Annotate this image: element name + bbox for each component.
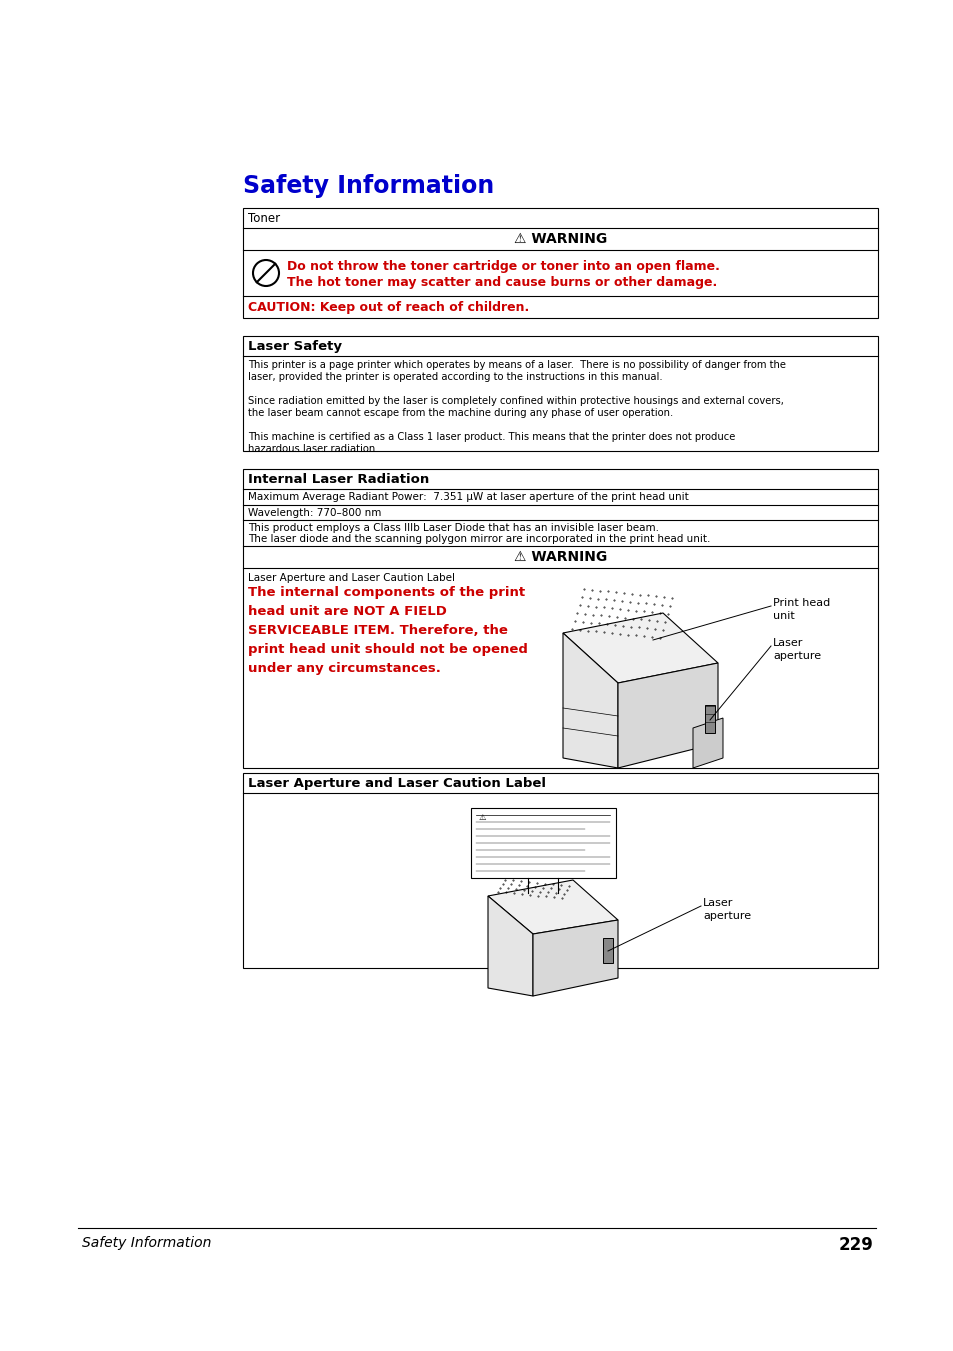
Polygon shape [488, 880, 618, 934]
Bar [602, 938, 613, 963]
Polygon shape [692, 717, 722, 767]
Text: Laser: Laser [772, 638, 802, 648]
Text: Laser: Laser [702, 898, 733, 908]
Text: Maximum Average Radiant Power:  7.351 μW at laser aperture of the print head uni: Maximum Average Radiant Power: 7.351 μW … [248, 492, 688, 503]
Text: Print head: Print head [772, 598, 829, 608]
Text: head unit are NOT A FIELD: head unit are NOT A FIELD [248, 605, 446, 617]
Bar [243, 469, 877, 767]
Text: The internal components of the print: The internal components of the print [248, 586, 524, 598]
Bar [704, 705, 714, 734]
Text: Laser Aperture and Laser Caution Label: Laser Aperture and Laser Caution Label [248, 573, 455, 584]
Text: Do not throw the toner cartridge or toner into an open flame.: Do not throw the toner cartridge or tone… [287, 259, 720, 273]
Bar [243, 208, 877, 317]
Text: This product employs a Class IIIb Laser Diode that has an invisible laser beam.: This product employs a Class IIIb Laser … [248, 523, 659, 534]
Text: Since radiation emitted by the laser is completely confined within protective ho: Since radiation emitted by the laser is … [248, 396, 783, 407]
Bar [243, 336, 877, 451]
Polygon shape [618, 663, 718, 767]
Text: Toner: Toner [248, 212, 280, 226]
Text: Laser Safety: Laser Safety [248, 340, 341, 353]
Text: aperture: aperture [772, 651, 821, 661]
Text: The hot toner may scatter and cause burns or other damage.: The hot toner may scatter and cause burn… [287, 276, 717, 289]
Text: CAUTION: Keep out of reach of children.: CAUTION: Keep out of reach of children. [248, 301, 529, 313]
Text: Laser Aperture and Laser Caution Label: Laser Aperture and Laser Caution Label [248, 777, 545, 790]
Text: aperture: aperture [702, 911, 750, 921]
Text: the laser beam cannot escape from the machine during any phase of user operation: the laser beam cannot escape from the ma… [248, 408, 673, 417]
Polygon shape [562, 613, 718, 684]
Polygon shape [533, 920, 618, 996]
Text: under any circumstances.: under any circumstances. [248, 662, 440, 676]
Text: This printer is a page printer which operates by means of a laser.  There is no : This printer is a page printer which ope… [248, 359, 785, 370]
Text: ⚠ WARNING: ⚠ WARNING [514, 550, 606, 563]
Text: unit: unit [772, 611, 794, 621]
Text: Wavelength: 770–800 nm: Wavelength: 770–800 nm [248, 508, 381, 517]
Text: ⚠ WARNING: ⚠ WARNING [514, 232, 606, 246]
Text: 229: 229 [839, 1236, 873, 1254]
Text: Safety Information: Safety Information [243, 174, 494, 199]
Text: The laser diode and the scanning polygon mirror are incorporated in the print he: The laser diode and the scanning polygon… [248, 534, 710, 544]
Text: This machine is certified as a Class 1 laser product. This means that the printe: This machine is certified as a Class 1 l… [248, 432, 735, 442]
Text: ⚠: ⚠ [478, 813, 486, 821]
Text: SERVICEABLE ITEM. Therefore, the: SERVICEABLE ITEM. Therefore, the [248, 624, 507, 638]
Text: laser, provided the printer is operated according to the instructions in this ma: laser, provided the printer is operated … [248, 372, 662, 382]
Text: Safety Information: Safety Information [82, 1236, 212, 1250]
Text: hazardous laser radiation.: hazardous laser radiation. [248, 444, 378, 454]
Text: Internal Laser Radiation: Internal Laser Radiation [248, 473, 429, 486]
Polygon shape [488, 896, 533, 996]
Polygon shape [562, 634, 618, 767]
Bar [471, 808, 616, 878]
Text: print head unit should not be opened: print head unit should not be opened [248, 643, 527, 657]
Bar [243, 773, 877, 969]
